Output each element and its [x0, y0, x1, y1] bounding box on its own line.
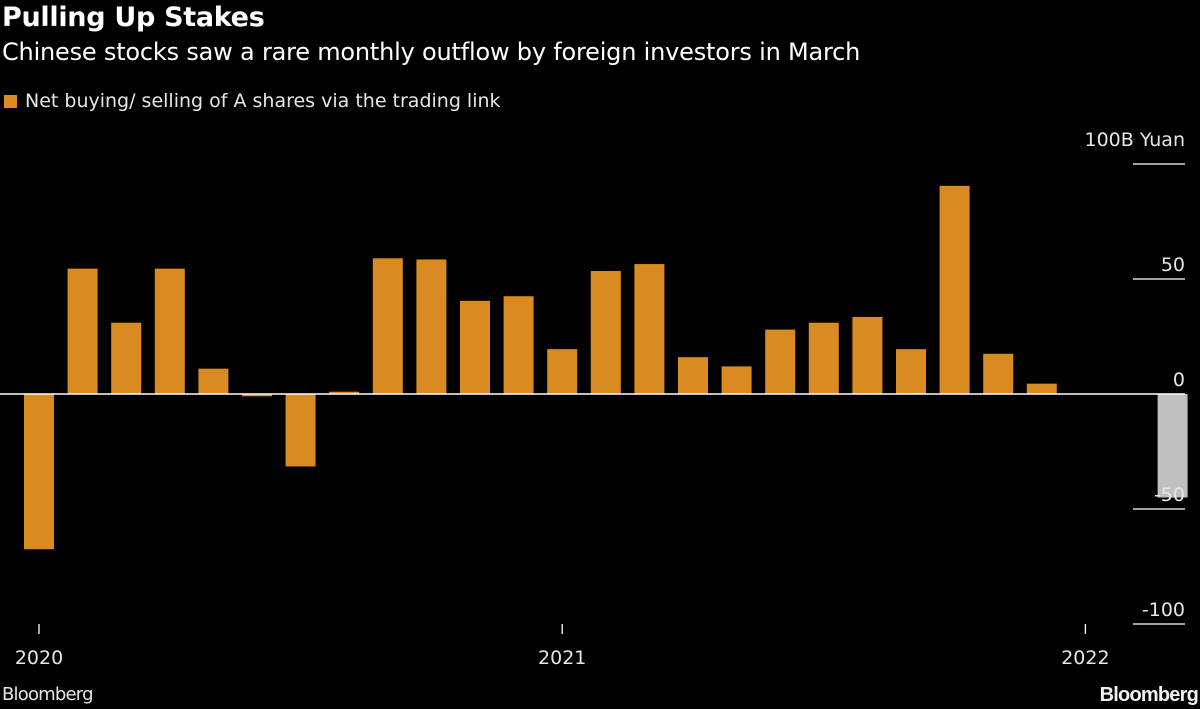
bar-2021-08	[852, 316, 883, 394]
bars	[24, 185, 1188, 550]
legend-label: Net buying/ selling of A shares via the …	[25, 90, 501, 112]
x-tick-label: 2020	[15, 647, 63, 669]
bar-2020-03	[111, 322, 142, 394]
x-tick-label: 2022	[1061, 647, 1109, 669]
bar-2021-06	[765, 329, 796, 394]
bar-2020-04	[154, 268, 185, 394]
bloomberg-logo: Bloomberg	[1099, 684, 1199, 706]
legend: Net buying/ selling of A shares via the …	[4, 90, 501, 112]
chart-title: Pulling Up Stakes	[2, 2, 265, 33]
x-axis: 2020 2021 2022	[15, 624, 1110, 669]
bar-2021-01	[547, 349, 578, 394]
y-tick-label: -100	[1142, 599, 1185, 621]
chart-subtitle: Chinese stocks saw a rare monthly outflo…	[2, 38, 861, 66]
y-tick-label: -50	[1154, 484, 1185, 506]
legend-swatch	[4, 94, 17, 108]
bar-2020-06	[242, 394, 272, 397]
bar-2021-07	[808, 322, 839, 394]
y-tick-labels: 50 0 -50 -100	[1142, 254, 1185, 621]
bar-2020-11	[460, 300, 490, 394]
bar-2021-04	[678, 357, 708, 394]
bar-2020-08	[329, 391, 360, 394]
source-label: Bloomberg	[2, 684, 94, 705]
bar-2020-07	[285, 394, 316, 467]
bar-2020-02	[67, 268, 98, 394]
bar-2020-09	[372, 258, 403, 394]
y-tick-label: 0	[1173, 369, 1185, 391]
bar-2021-11	[983, 353, 1014, 394]
x-tick-label: 2021	[538, 647, 586, 669]
bar-2021-03	[634, 264, 665, 394]
bar-2020-12	[503, 296, 534, 394]
bar-2020-05	[198, 368, 229, 394]
bar-2020-01	[24, 394, 54, 550]
y-unit-label: 100B Yuan	[1085, 129, 1186, 151]
bar-2022-03	[1157, 394, 1188, 498]
y-tick-marks	[1133, 163, 1185, 625]
bar-2021-09	[896, 349, 926, 394]
bar-2021-12	[1026, 383, 1057, 394]
bar-2020-10	[416, 259, 447, 394]
bar-2021-10	[939, 185, 970, 394]
bar-2021-02	[590, 270, 621, 394]
y-tick-label: 50	[1161, 254, 1185, 276]
bar-2021-05	[721, 366, 752, 394]
